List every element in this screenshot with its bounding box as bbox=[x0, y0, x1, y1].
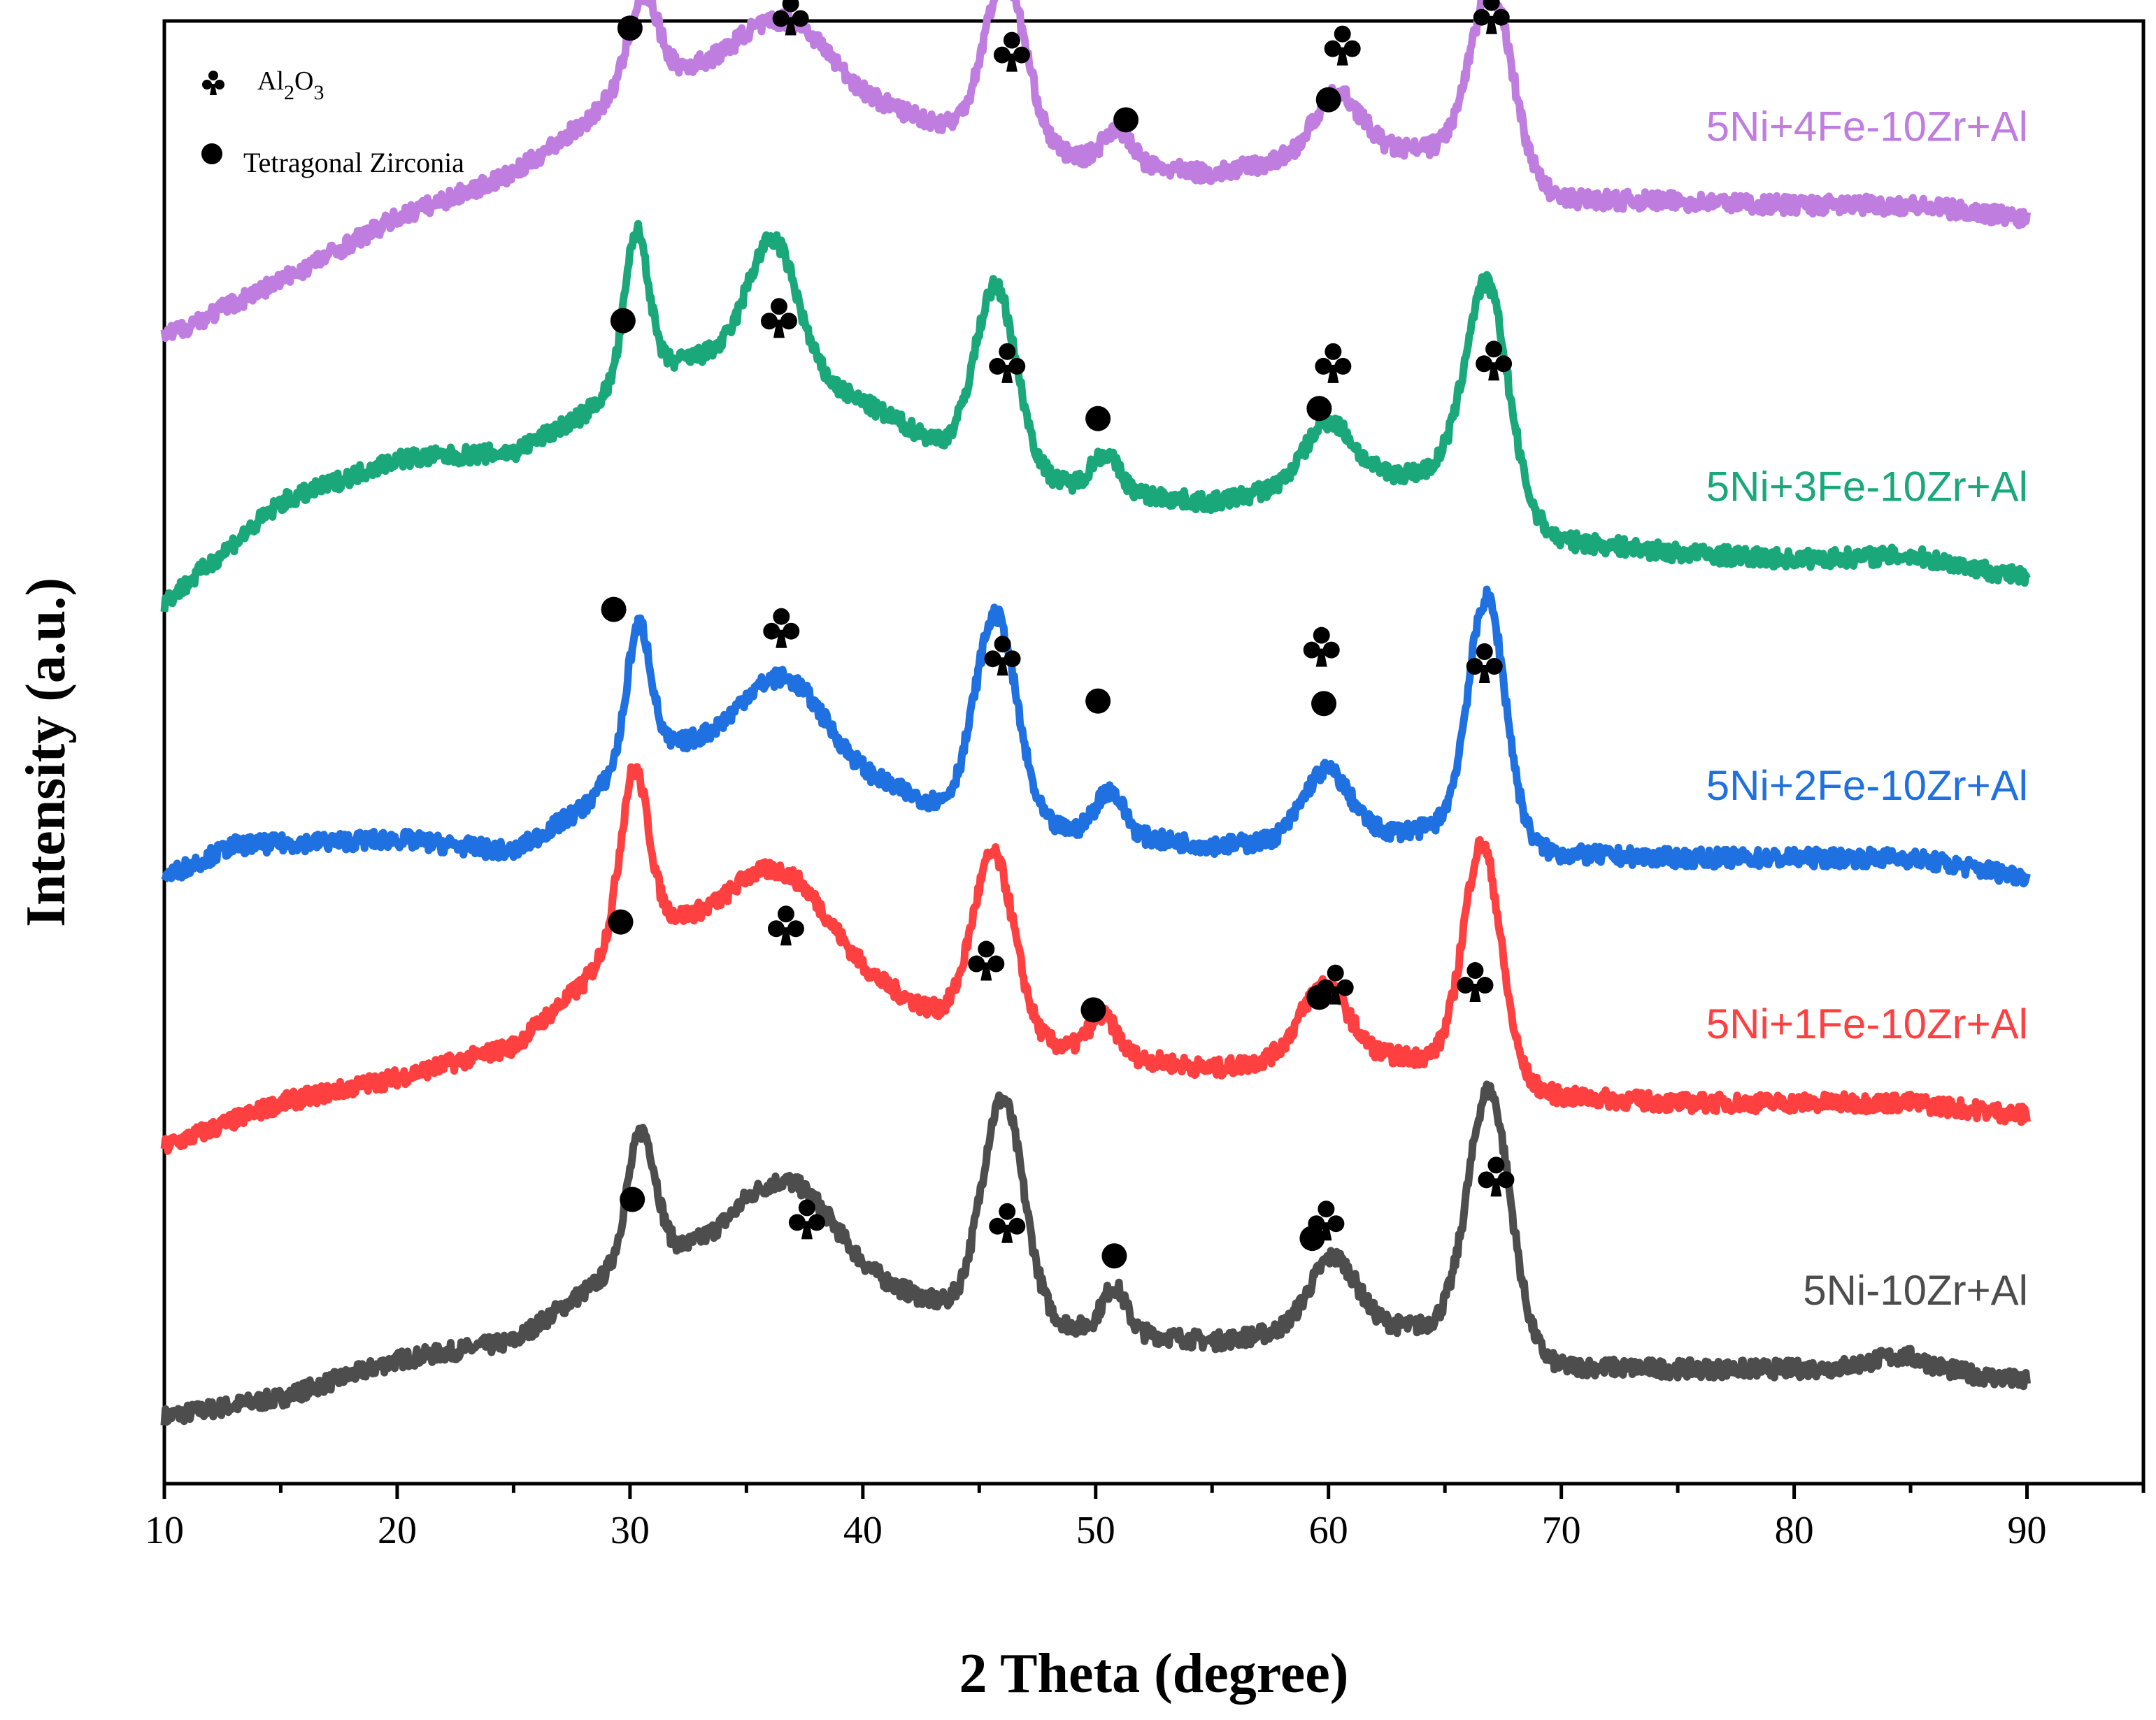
al2o3-club-marker-4-1 bbox=[772, 0, 809, 36]
series-label-1: 5Ni+1Fe-10Zr+Al bbox=[1706, 1001, 2028, 1047]
series-line-3 bbox=[160, 220, 2031, 612]
x-tick-label: 80 bbox=[1775, 1509, 1814, 1552]
al2o3-club-marker-1-1 bbox=[767, 905, 804, 946]
al2o3-club-marker-2-6 bbox=[1466, 643, 1503, 683]
zirconia-circle-marker-1-0 bbox=[608, 909, 634, 935]
x-tick-label: 70 bbox=[1542, 1509, 1581, 1552]
al2o3-club-marker-4-4 bbox=[1324, 25, 1361, 66]
plot-frame bbox=[162, 19, 2146, 1486]
zirconia-circle-marker-4-5 bbox=[1315, 87, 1341, 113]
al2o3-club-marker-2-2 bbox=[984, 636, 1021, 676]
al2o3-club-marker-1-6 bbox=[1457, 962, 1494, 1003]
x-tick-label: 50 bbox=[1076, 1509, 1115, 1552]
legend-circle-icon bbox=[201, 143, 222, 164]
series-line-1 bbox=[160, 763, 2031, 1155]
legend-club-icon bbox=[202, 71, 224, 95]
series-label-0: 5Ni-10Zr+Al bbox=[1803, 1267, 2028, 1314]
zirconia-circle-marker-2-5 bbox=[1311, 691, 1337, 717]
series-line-4 bbox=[160, 0, 2031, 343]
zirconia-circle-marker-2-3 bbox=[1085, 688, 1111, 714]
series-line-2 bbox=[161, 585, 2031, 888]
zirconia-circle-marker-0-0 bbox=[620, 1187, 645, 1212]
zirconia-circle-marker-0-3 bbox=[1101, 1243, 1127, 1269]
al2o3-club-marker-0-2 bbox=[989, 1203, 1026, 1243]
series-line-0 bbox=[160, 1080, 2031, 1426]
al2o3-club-marker-2-1 bbox=[763, 608, 800, 648]
x-tick-label: 30 bbox=[611, 1509, 650, 1552]
al2o3-club-marker-3-1 bbox=[760, 298, 797, 338]
legend: Al2O3 Tetragonal Zirconia bbox=[201, 66, 464, 178]
al2o3-club-marker-0-6 bbox=[1478, 1156, 1515, 1197]
x-tick-label: 90 bbox=[2008, 1509, 2047, 1552]
y-axis-title: Intensity (a.u.) bbox=[15, 578, 77, 927]
x-tick-label: 20 bbox=[378, 1509, 417, 1552]
x-tick-label: 40 bbox=[843, 1509, 883, 1552]
x-tick-label: 10 bbox=[145, 1509, 184, 1552]
x-axis-title: 2 Theta (degree) bbox=[959, 1643, 1349, 1705]
al2o3-club-marker-4-2 bbox=[993, 31, 1030, 72]
al2o3-club-marker-1-2 bbox=[968, 940, 1005, 981]
zirconia-circle-marker-1-5 bbox=[1306, 984, 1332, 1010]
al2o3-club-marker-4-6 bbox=[1473, 0, 1510, 34]
al2o3-club-marker-3-4 bbox=[1315, 343, 1352, 383]
al2o3-club-marker-0-1 bbox=[788, 1199, 825, 1240]
legend-label-zirconia: Tetragonal Zirconia bbox=[243, 147, 464, 178]
zirconia-circle-marker-3-3 bbox=[1085, 406, 1111, 431]
al2o3-club-marker-2-4 bbox=[1303, 626, 1340, 667]
zirconia-circle-marker-2-0 bbox=[601, 596, 627, 622]
zirconia-circle-marker-4-0 bbox=[617, 15, 643, 41]
zirconia-circle-marker-3-5 bbox=[1306, 396, 1332, 422]
x-tick-label: 60 bbox=[1309, 1509, 1348, 1552]
al2o3-club-marker-3-6 bbox=[1476, 341, 1513, 381]
series-label-3: 5Ni+3Fe-10Zr+Al bbox=[1706, 464, 2028, 510]
series-label-4: 5Ni+4Fe-10Zr+Al bbox=[1706, 103, 2028, 150]
zirconia-circle-marker-4-3 bbox=[1113, 107, 1139, 133]
zirconia-circle-marker-3-0 bbox=[610, 308, 636, 334]
zirconia-circle-marker-0-5 bbox=[1299, 1226, 1325, 1252]
al2o3-club-marker-3-2 bbox=[989, 343, 1026, 383]
series-label-2: 5Ni+2Fe-10Zr+Al bbox=[1706, 762, 2028, 809]
zirconia-circle-marker-1-3 bbox=[1080, 997, 1106, 1023]
legend-label-al2o3: Al2O3 bbox=[257, 66, 324, 104]
